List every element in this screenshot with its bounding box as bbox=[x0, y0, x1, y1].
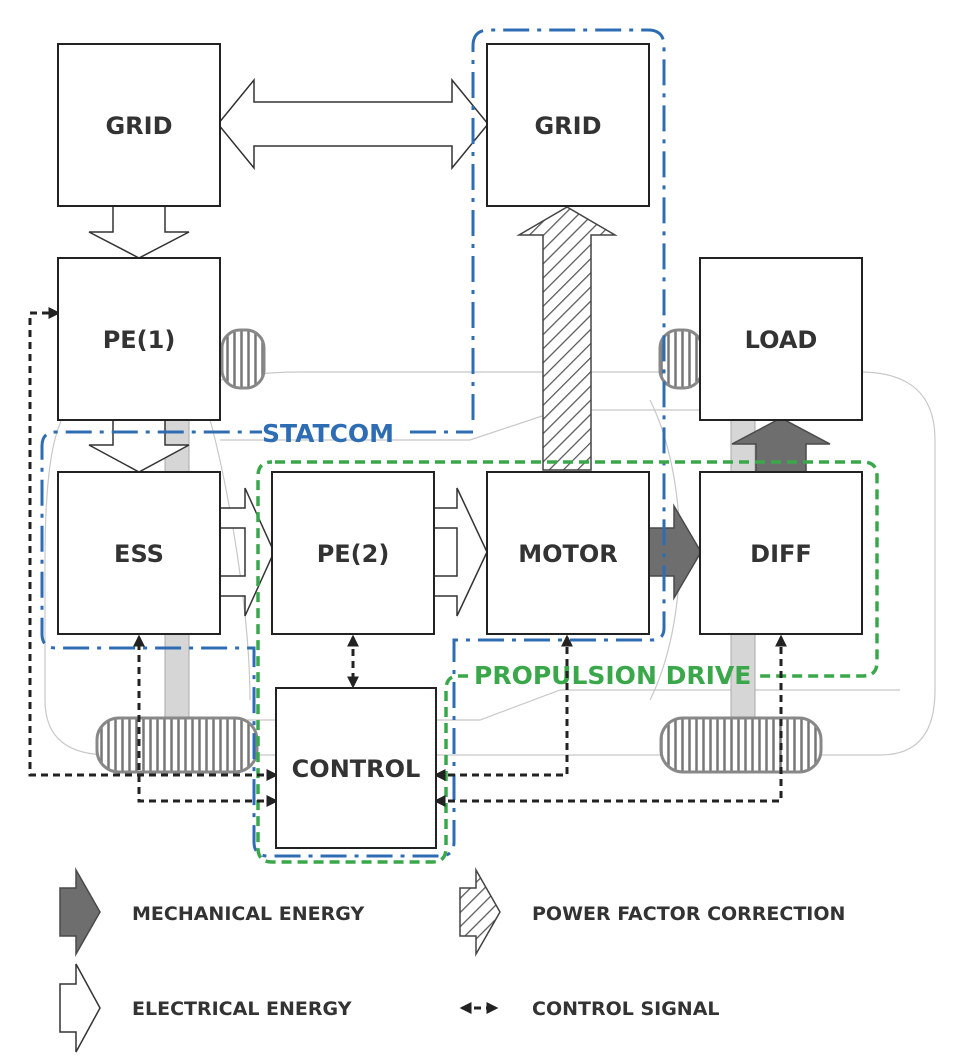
block-motor-label: MOTOR bbox=[518, 540, 618, 568]
block-control-label: CONTROL bbox=[292, 755, 421, 783]
arrow-motor-to-grid-pfc bbox=[516, 206, 618, 471]
block-load: LOAD bbox=[699, 257, 863, 421]
legend-mechanical-label: MECHANICAL ENERGY bbox=[132, 903, 364, 925]
block-pe1: PE(1) bbox=[57, 257, 221, 421]
block-control: CONTROL bbox=[275, 687, 437, 849]
block-pe2: PE(2) bbox=[271, 471, 435, 635]
propulsion-label: PROPULSION DRIVE bbox=[474, 661, 751, 690]
arrow-pe2-to-motor bbox=[431, 487, 488, 617]
block-diff-label: DIFF bbox=[750, 540, 812, 568]
arrow-ess-to-pe2 bbox=[219, 487, 275, 617]
block-pe2-label: PE(2) bbox=[317, 540, 390, 568]
mechanical-arrows bbox=[645, 417, 831, 601]
wheel-bottom-left bbox=[95, 716, 259, 774]
legend-electrical-icon bbox=[59, 963, 101, 1053]
legend-pfc-icon bbox=[459, 867, 501, 957]
arrow-diff-to-load bbox=[731, 417, 831, 473]
block-grid-right-label: GRID bbox=[534, 112, 601, 140]
legend: MECHANICAL ENERGY POWER FACTOR CORRECTIO… bbox=[59, 867, 845, 1053]
block-grid-left-label: GRID bbox=[105, 112, 172, 140]
block-load-label: LOAD bbox=[745, 326, 818, 354]
control-signals bbox=[28, 307, 787, 807]
block-diff: DIFF bbox=[699, 471, 863, 635]
legend-pfc-label: POWER FACTOR CORRECTION bbox=[532, 903, 845, 925]
control-line-ess bbox=[133, 634, 279, 807]
control-line-diff bbox=[433, 634, 787, 807]
control-line-motor bbox=[433, 634, 573, 781]
legend-mechanical-icon bbox=[59, 867, 101, 957]
arrow-grid-to-pe1 bbox=[88, 204, 190, 259]
arrow-motor-to-diff bbox=[645, 503, 702, 601]
block-motor: MOTOR bbox=[486, 471, 650, 635]
block-grid-left: GRID bbox=[57, 43, 221, 207]
legend-control-label: CONTROL SIGNAL bbox=[532, 998, 720, 1020]
block-ess: ESS bbox=[57, 471, 221, 635]
statcom-region: STATCOM bbox=[40, 28, 666, 858]
legend-electrical-label: ELECTRICAL ENERGY bbox=[132, 998, 352, 1020]
block-pe1-label: PE(1) bbox=[103, 326, 176, 354]
statcom-label: STATCOM bbox=[262, 419, 394, 448]
block-grid-right: GRID bbox=[486, 43, 650, 207]
block-ess-label: ESS bbox=[114, 540, 164, 568]
wheel-top-right bbox=[658, 328, 704, 390]
arrow-grid-to-grid bbox=[217, 77, 489, 171]
wheel-bottom-right bbox=[659, 716, 823, 774]
wheel-top-left bbox=[220, 328, 266, 390]
